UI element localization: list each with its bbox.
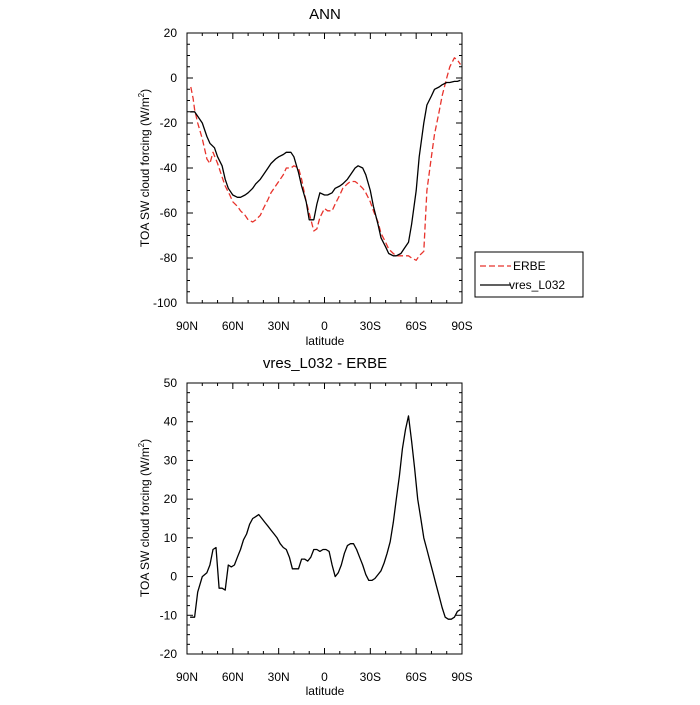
bottom-y-tick-label: 40: [164, 415, 178, 429]
top-y-tick-label: -20: [160, 116, 178, 130]
top-x-tick-label: 90S: [451, 319, 472, 333]
top-x-tick-label: 90N: [176, 319, 198, 333]
bottom-plot-frame: [186, 382, 463, 655]
bottom-x-tick-label: 90S: [451, 670, 472, 684]
top-y-tick-label: 20: [164, 26, 178, 40]
top-plot-frame: [186, 32, 463, 304]
top-series-line-erbe: [190, 57, 462, 261]
bottom-y-tick-label: 0: [170, 570, 177, 584]
bottom-x-tick-label: 30N: [268, 670, 290, 684]
bottom-y-tick-label: 30: [164, 453, 178, 467]
top-plot-area: -100 -80 -60 -40 -20 0 20 90N 60N 30N 0 30S 60S 90S: [153, 26, 473, 333]
top-x-tick-label: 60N: [222, 319, 244, 333]
top-series-line-vres-l032: [190, 79, 461, 257]
bottom-y-tick-label: -20: [160, 647, 178, 661]
legend-label-erbe: ERBE: [513, 259, 546, 273]
bottom-plot-area: -20 -10 0 10 20 30 40 50 90N 60N 30N 0 30S 60S 90S: [160, 376, 473, 684]
top-x-tick-label: 0: [321, 319, 328, 333]
bottom-y-axis-label: TOA SW cloud forcing (W/m2): [137, 439, 152, 597]
legend-label-vres: vres_L032: [509, 278, 565, 292]
top-panel: ANN -100 -80 -60 -40 -20 0 20 90N 60N 30N 0 30S 60S 9…: [137, 6, 584, 348]
top-chart-title: ANN: [309, 6, 341, 23]
bottom-x-axis-label: latitude: [306, 684, 345, 698]
top-y-tick-label: -40: [160, 161, 178, 175]
top-y-tick-label: -80: [160, 251, 178, 265]
bottom-x-tick-label: 60N: [222, 670, 244, 684]
legend-box: [474, 251, 584, 298]
bottom-x-tick-label: 60S: [405, 670, 426, 684]
bottom-chart-title: vres_L032 - ERBE: [263, 355, 387, 372]
top-x-tick-label: 30N: [268, 319, 290, 333]
legend: ERBE vres_L032: [474, 251, 584, 298]
bottom-x-tick-label: 90N: [176, 670, 198, 684]
top-x-tick-label: 30S: [360, 319, 381, 333]
top-x-axis-label: latitude: [306, 334, 345, 348]
bottom-panel: vres_L032 - ERBE -20 -10 0 10 20 30 40 50 90N 60N…: [137, 355, 473, 698]
top-y-axis-label: TOA SW cloud forcing (W/m2): [137, 89, 152, 247]
bottom-y-tick-label: 50: [164, 376, 178, 390]
bottom-x-tick-label: 30S: [360, 670, 381, 684]
bottom-x-tick-label: 0: [321, 670, 328, 684]
bottom-series-line-difference: [190, 415, 461, 620]
top-x-tick-label: 60S: [405, 319, 426, 333]
top-y-tick-label: -60: [160, 206, 178, 220]
top-y-tick-label: 0: [170, 71, 177, 85]
top-y-tick-label: -100: [153, 296, 177, 310]
bottom-y-tick-label: 10: [164, 531, 178, 545]
bottom-y-tick-label: 20: [164, 492, 178, 506]
bottom-y-tick-label: -10: [160, 608, 178, 622]
